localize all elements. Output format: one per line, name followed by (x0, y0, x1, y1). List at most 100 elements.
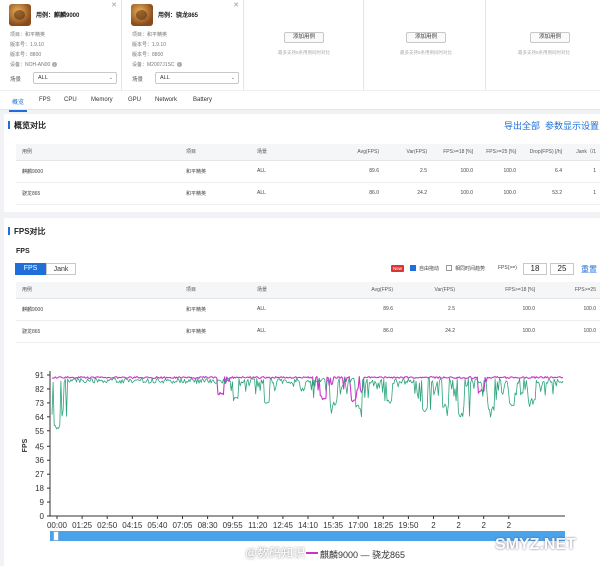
tab-gpu[interactable]: GPU (128, 97, 142, 103)
series-line-2[interactable] (51, 377, 564, 430)
col-header[interactable]: FPS>=25 (539, 282, 600, 299)
fps-threshold-input-2[interactable]: 25 (550, 263, 574, 275)
col-header[interactable]: FPS>=18 [%] (431, 144, 477, 161)
cell: 骁龙865 (16, 182, 180, 205)
col-header[interactable]: FPS>=18 [%] (459, 282, 539, 299)
device-line: 设备：NOH-AN00 i (10, 61, 58, 68)
build-line: 版本号：8800 (132, 51, 163, 58)
table-row: 骁龙865 和平精英 ALL 86.0 24.2 100.0 100.0 53.… (16, 182, 600, 205)
col-header: 用例 (16, 282, 180, 299)
y-tick-label: 45 (35, 442, 44, 451)
x-tick-label: 01:25 (72, 521, 93, 530)
tab-battery[interactable]: Battery (193, 97, 213, 103)
x-tick-label: 2 (456, 521, 461, 530)
version-label: 版本号： (132, 42, 153, 48)
cell: 24.2 (397, 320, 459, 343)
col-header[interactable]: Avg(FPS) (335, 144, 383, 161)
col-header[interactable]: Var(FPS) (383, 144, 431, 161)
cell: 89.6 (335, 160, 383, 183)
cell: 100.0 (477, 182, 520, 205)
x-tick-label: 00:00 (47, 521, 68, 530)
game-avatar (9, 4, 31, 26)
tab-cpu[interactable]: CPU (64, 97, 77, 103)
device-card-2: 用例：骁龙865 ✕ 项目：和平精英 版本号：1.9.10 版本号：8800 设… (122, 0, 244, 90)
device-value: M2007J1SC (147, 62, 175, 68)
chevron-down-icon: ⌄ (108, 75, 113, 81)
close-icon[interactable]: ✕ (233, 2, 239, 9)
build-label: 版本号： (10, 52, 31, 58)
x-tick-label: 07:05 (172, 521, 193, 530)
close-icon[interactable]: ✕ (111, 2, 117, 9)
info-icon[interactable]: i (52, 62, 58, 68)
tab-overview[interactable]: 概览 (8, 97, 28, 112)
cell: 6.4 (520, 160, 566, 183)
col-header: 场景 (251, 144, 335, 161)
export-all-link[interactable]: 导出全部 (504, 121, 541, 131)
build-value: 8800 (152, 52, 164, 58)
scene-value: ALL (160, 75, 170, 81)
table-row: 骁龙865 和平精英 ALL 86.0 24.2 100.0 100.0 (16, 320, 600, 343)
y-tick-label: 91 (35, 371, 44, 380)
add-case-button[interactable]: 添加用例 (284, 32, 324, 43)
tab-fps[interactable]: FPS (39, 97, 51, 103)
tab-fps-chart[interactable]: FPS (15, 263, 46, 275)
add-case-button[interactable]: 添加用例 (530, 32, 570, 43)
fps-threshold-label: FPS(>=) (498, 265, 517, 271)
tab-memory[interactable]: Memory (91, 97, 113, 103)
y-tick-label: 82 (35, 385, 44, 394)
col-header[interactable]: Var(FPS) (397, 282, 459, 299)
build-line: 版本号：8800 (10, 51, 41, 58)
project-value: 和平精英 (147, 32, 168, 38)
scene-select[interactable]: ALL ⌄ (33, 72, 117, 84)
y-tick-label: 64 (35, 413, 44, 422)
project-label: 项目： (132, 32, 148, 38)
x-tick-label: 2 (507, 521, 512, 530)
scene-label: 场景 (10, 77, 22, 83)
scene-select[interactable]: ALL ⌄ (155, 72, 239, 84)
col-header[interactable]: Drop(FPS) [/h] (520, 144, 566, 161)
x-tick-label: 14:10 (298, 521, 319, 530)
cell: 麒麟9000 (16, 298, 180, 321)
watermark-cn: @数码知识 (245, 546, 306, 560)
overview-table: 用例 项目 场景 Avg(FPS) Var(FPS) FPS>=18 [%] F… (16, 144, 600, 205)
col-header[interactable]: Avg(FPS) (335, 282, 397, 299)
project-line: 项目：和平精英 (10, 31, 45, 38)
reset-link[interactable]: 重置 (581, 265, 597, 274)
device-label: 设备： (10, 62, 26, 68)
table-header: 用例 项目 场景 Avg(FPS) Var(FPS) FPS>=18 [%] F… (16, 144, 600, 161)
y-tick-label: 9 (40, 498, 45, 507)
x-tick-label: 02:50 (97, 521, 118, 530)
build-label: 版本号： (132, 52, 153, 58)
time-align-checkbox[interactable] (446, 265, 452, 271)
device-name: 用例：麒麟9000 (36, 13, 80, 19)
zoom-slider-range[interactable] (50, 531, 565, 541)
cell: 2.5 (397, 298, 459, 321)
x-tick-label: 18:25 (373, 521, 394, 530)
fps-threshold-input-1[interactable]: 18 (523, 263, 547, 275)
add-case-button[interactable]: 添加用例 (406, 32, 446, 43)
y-tick-label: 0 (40, 512, 45, 521)
project-value: 和平精英 (25, 32, 46, 38)
tab-network[interactable]: Network (155, 97, 178, 103)
col-header[interactable]: FPS>=25 [%] (477, 144, 520, 161)
cell: 100.0 (477, 160, 520, 183)
cell: 24.2 (383, 182, 431, 205)
fps-line-chart[interactable]: 0 9 18 27 36 45 55 64 73 82 91 FPS 00:00 01:25 02:50 04… (0, 358, 600, 530)
series-line-1[interactable] (51, 376, 564, 403)
display-settings-link[interactable]: 参数显示设置 (545, 121, 600, 131)
x-tick-label: 15:35 (323, 521, 344, 530)
section-title: FPS对比 (8, 227, 46, 236)
chart-legend[interactable]: 麒麟9000 — 骁龙865 (320, 550, 406, 560)
col-header[interactable]: Jank（/1 (566, 144, 600, 161)
cell: ALL (251, 182, 335, 205)
tab-jank-chart[interactable]: Jank (46, 263, 76, 275)
overview-panel: 概览对比 导出全部 参数显示设置 用例 项目 场景 Avg(FPS) Var(F… (4, 114, 600, 212)
zoom-slider-handle[interactable] (53, 531, 59, 541)
info-icon[interactable]: i (176, 62, 182, 68)
fps-panel: FPS对比 FPS (4, 218, 600, 566)
col-header: 项目 (180, 144, 251, 161)
version-line: 版本号：1.9.10 (132, 41, 166, 48)
empty-slot-3: 添加用例 最多支持5条用例同时对比 (488, 0, 600, 90)
free-drag-checkbox[interactable] (410, 265, 416, 271)
cell: ALL (251, 320, 335, 343)
